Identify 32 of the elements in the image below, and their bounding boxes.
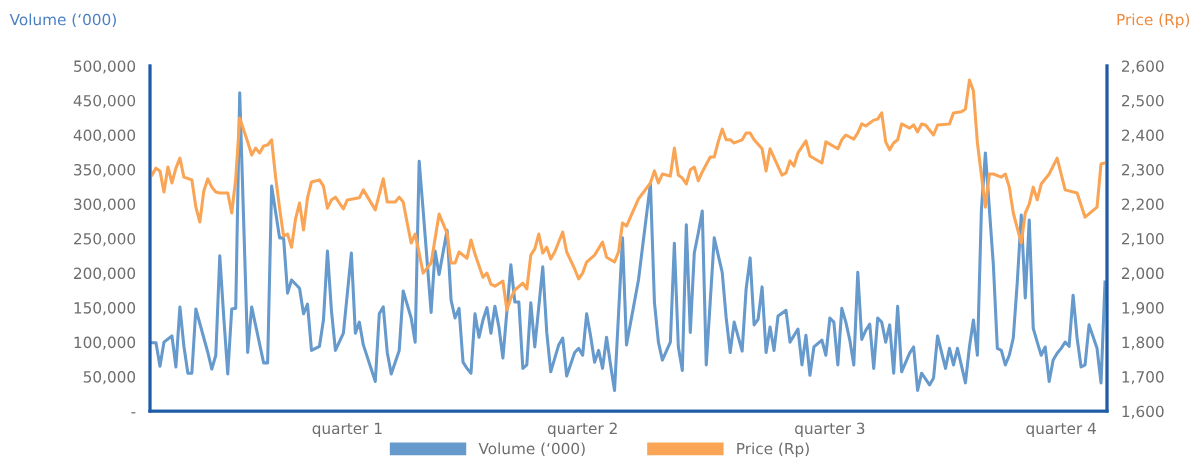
legend-label: Price (Rp) [737,442,809,458]
y2-tick-label: 2,300 [1122,163,1164,178]
y-tick-label: 50,000 [83,371,136,385]
x-tick-label: quarter 4 [1026,422,1096,438]
x-tick-label: quarter 1 [312,422,382,438]
y2-tick-label: 2,400 [1122,129,1164,143]
y-tick-label: 150,000 [74,302,136,316]
line-series [150,78,1107,312]
y-tick-label: 450,000 [73,94,136,109]
y-tick-label: 300,000 [74,198,136,212]
y2-tick-label: 1,900 [1122,302,1164,316]
y2-axis-title: Price (Rp) [1117,13,1190,29]
x-tick-label: quarter 3 [795,422,865,438]
y-tick-label: 500,000 [74,60,136,74]
y2-tick-label: 2,200 [1122,198,1164,212]
y-tick-label: 350,000 [74,163,136,178]
y-tick-label: - [131,412,136,414]
y2-tick-label: 2,500 [1122,94,1164,109]
legend-label: Volume (‘000) [478,442,585,457]
x-tick-label: quarter 2 [547,422,617,438]
y-axis-title: Volume (‘000) [9,13,116,28]
y2-tick-label: 1,700 [1122,371,1164,385]
y2-tick-label: 1,600 [1122,405,1164,419]
y-tick-label: 250,000 [74,233,136,247]
y-tick-label: 400,000 [73,129,136,143]
y2-tick-label: 2,100 [1122,233,1164,247]
y-tick-label: 100,000 [74,336,136,350]
y2-tick-label: 2,000 [1122,267,1164,281]
y-tick-label: 200,000 [74,267,136,281]
y2-tick-label: 1,800 [1122,336,1164,350]
line-series [150,91,1107,392]
y2-tick-label: 2,600 [1122,60,1164,74]
